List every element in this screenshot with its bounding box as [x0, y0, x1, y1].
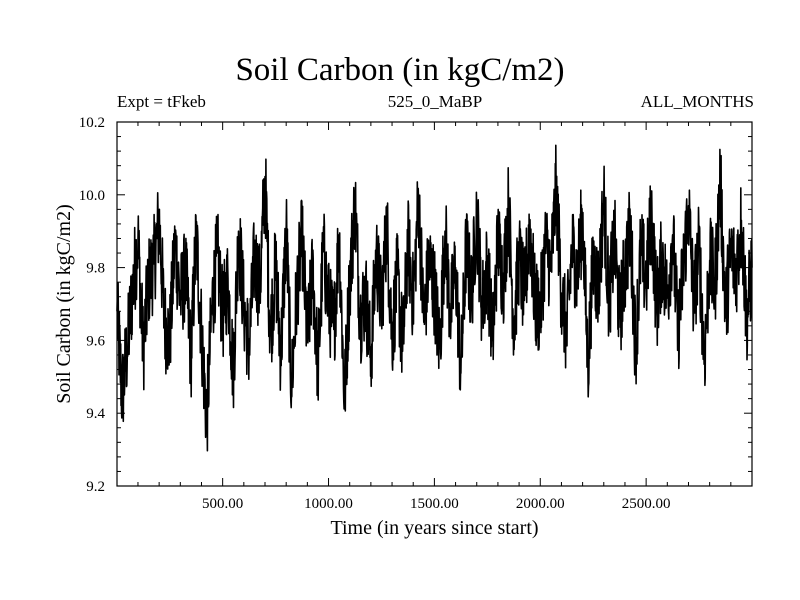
- x-tick-label: 1000.00: [304, 496, 353, 512]
- x-tick-label: 2500.00: [622, 496, 671, 512]
- y-tick-label: 9.4: [86, 406, 105, 422]
- axis-ticks: 500.00 1000.00 1500.00 2000.00 2500.00 9.2 9.4…: [79, 115, 752, 512]
- x-tick-label: 2000.00: [516, 496, 565, 512]
- series-layer: [116, 144, 753, 452]
- period-label: 525_0_MaBP: [387, 92, 483, 111]
- y-axis-label: Soil Carbon (in kgC/m2): [53, 204, 75, 403]
- y-tick-label: 9.8: [86, 261, 105, 277]
- y-tick-label: 10.0: [79, 188, 105, 204]
- x-axis-label: Time (in years since start): [330, 517, 538, 539]
- x-tick-label: 500.00: [202, 496, 243, 512]
- experiment-label: Expt = tFkeb: [117, 92, 206, 111]
- y-tick-label: 10.2: [79, 115, 105, 131]
- x-tick-label: 1500.00: [410, 496, 459, 512]
- months-label: ALL_MONTHS: [640, 92, 754, 111]
- chart-title: Soil Carbon (in kgC/m2): [235, 52, 565, 88]
- plot-frame: [116, 121, 753, 487]
- y-tick-label: 9.6: [86, 333, 105, 349]
- y-tick-label: 9.2: [86, 479, 105, 495]
- series-line: [116, 144, 753, 452]
